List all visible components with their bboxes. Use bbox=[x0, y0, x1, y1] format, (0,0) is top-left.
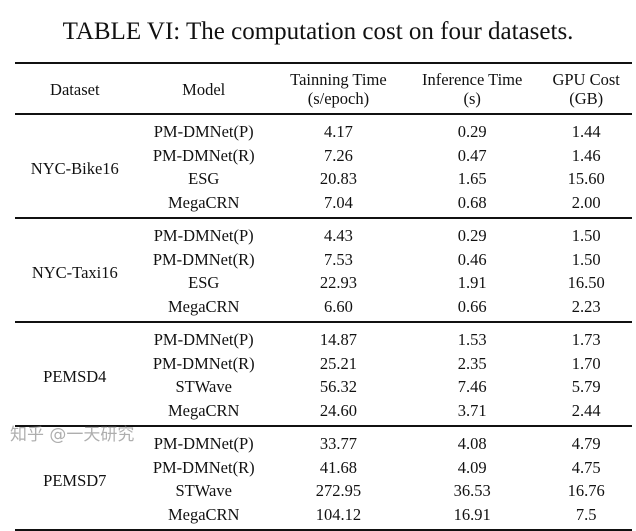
value-cell: 56.32 bbox=[319, 377, 357, 396]
model-cell: MegaCRN bbox=[167, 192, 240, 212]
value-cell: 7.5 bbox=[575, 504, 597, 524]
table-row: PM-DMNet(R) 7.53 0.46 1.50 bbox=[15, 248, 632, 272]
table-row: ESG 20.83 1.65 15.60 bbox=[15, 167, 632, 191]
dataset-group: NYC-Taxi16 PM-DMNet(P) 4.43 0.29 1.50 PM-DMNe… bbox=[15, 218, 632, 322]
value-cell: 15.60 bbox=[567, 169, 605, 188]
dataset-cell: NYC-Taxi16 bbox=[31, 262, 118, 282]
value-cell: 1.50 bbox=[571, 249, 601, 269]
header-unit: (s/epoch) bbox=[307, 89, 370, 108]
model-cell: ESG bbox=[188, 273, 220, 292]
header-line: Inference Time bbox=[421, 70, 523, 89]
value-cell: 4.75 bbox=[571, 457, 601, 477]
header-line: Tainning Time bbox=[290, 70, 387, 89]
value-cell: 4.09 bbox=[457, 457, 487, 477]
value-cell: 33.77 bbox=[319, 434, 357, 453]
table-row: NYC-Taxi16 PM-DMNet(P) 4.43 0.29 1.50 bbox=[15, 218, 632, 282]
value-cell: 41.68 bbox=[319, 457, 357, 477]
value-cell: 2.23 bbox=[571, 296, 601, 316]
dataset-cell: NYC-Bike16 bbox=[30, 158, 119, 178]
model-cell: PM-DMNet(R) bbox=[152, 353, 255, 373]
table-row: MegaCRN 6.60 0.66 2.23 bbox=[15, 295, 632, 323]
value-cell: 0.47 bbox=[457, 145, 487, 165]
value-cell: 20.83 bbox=[319, 169, 357, 188]
value-cell: 2.44 bbox=[571, 400, 601, 420]
model-cell: STWave bbox=[175, 377, 232, 396]
value-cell: 272.95 bbox=[315, 481, 362, 500]
value-cell: 16.76 bbox=[567, 481, 605, 500]
model-cell: ESG bbox=[188, 169, 220, 188]
value-cell: 1.50 bbox=[571, 226, 601, 245]
header-line: GPU Cost bbox=[552, 70, 620, 89]
value-cell: 4.43 bbox=[323, 226, 353, 245]
value-cell: 5.79 bbox=[571, 377, 601, 396]
value-cell: 14.87 bbox=[319, 330, 357, 349]
model-cell: PM-DMNet(P) bbox=[153, 226, 254, 245]
column-header: GPU Cost (GB) bbox=[540, 63, 632, 114]
value-cell: 4.79 bbox=[571, 434, 601, 453]
model-cell: MegaCRN bbox=[167, 504, 240, 524]
value-cell: 1.73 bbox=[571, 330, 601, 349]
table-row: MegaCRN 7.04 0.68 2.00 bbox=[15, 191, 632, 219]
value-cell: 0.29 bbox=[457, 226, 487, 245]
value-cell: 0.66 bbox=[457, 296, 487, 316]
header-row: Dataset Model Tainning Time (s/epoch) Infere… bbox=[15, 63, 632, 114]
model-cell: PM-DMNet(P) bbox=[153, 330, 254, 349]
value-cell: 7.04 bbox=[323, 192, 353, 212]
watermark: 知乎 @一天研究 bbox=[10, 425, 135, 445]
value-cell: 0.68 bbox=[457, 192, 487, 212]
value-cell: 6.60 bbox=[323, 296, 353, 316]
column-header: Inference Time (s) bbox=[404, 63, 540, 114]
value-cell: 36.53 bbox=[453, 481, 491, 500]
model-cell: PM-DMNet(P) bbox=[153, 122, 254, 141]
value-cell: 0.46 bbox=[457, 249, 487, 269]
value-cell: 4.17 bbox=[323, 122, 353, 141]
table-row: ESG 22.93 1.91 16.50 bbox=[15, 271, 632, 295]
model-cell: PM-DMNet(R) bbox=[152, 145, 255, 165]
table-caption: TABLE VI: The computation cost on four d… bbox=[62, 18, 574, 45]
value-cell: 1.53 bbox=[457, 330, 487, 349]
dataset-group: PEMSD4 PM-DMNet(P) 14.87 1.53 1.73 PM-DMNet(R… bbox=[15, 322, 632, 426]
column-header: Model bbox=[182, 79, 226, 99]
table-row: STWave 56.32 7.46 5.79 bbox=[15, 375, 632, 399]
value-cell: 0.29 bbox=[457, 122, 487, 141]
value-cell: 7.26 bbox=[323, 145, 353, 165]
value-cell: 3.71 bbox=[457, 400, 487, 420]
header-unit: (GB) bbox=[569, 89, 604, 108]
computation-cost-table: Dataset Model Tainning Time (s/epoch) Infere… bbox=[15, 62, 632, 531]
header-unit: (s) bbox=[463, 89, 481, 108]
value-cell: 7.53 bbox=[323, 249, 353, 269]
table-row: MegaCRN 24.60 3.71 2.44 bbox=[15, 399, 632, 427]
dataset-cell: PEMSD4 bbox=[43, 366, 107, 386]
column-header: Dataset bbox=[50, 79, 100, 99]
table-row: PM-DMNet(R) 7.26 0.47 1.46 bbox=[15, 144, 632, 168]
value-cell: 104.12 bbox=[315, 504, 362, 524]
value-cell: 16.91 bbox=[453, 504, 491, 524]
table-row: PM-DMNet(R) 25.21 2.35 1.70 bbox=[15, 352, 632, 376]
value-cell: 1.91 bbox=[457, 273, 487, 292]
value-cell: 4.08 bbox=[457, 434, 487, 453]
model-cell: MegaCRN bbox=[167, 296, 240, 316]
table-row: PEMSD4 PM-DMNet(P) 14.87 1.53 1.73 bbox=[15, 322, 632, 386]
value-cell: 2.35 bbox=[457, 353, 487, 373]
value-cell: 24.60 bbox=[319, 400, 357, 420]
value-cell: 25.21 bbox=[319, 353, 357, 373]
model-cell: PM-DMNet(R) bbox=[152, 457, 255, 477]
value-cell: 1.65 bbox=[457, 169, 487, 188]
model-cell: PM-DMNet(P) bbox=[153, 434, 254, 453]
value-cell: 1.46 bbox=[571, 145, 601, 165]
dataset-group: NYC-Bike16 PM-DMNet(P) 4.17 0.29 1.44 PM-DMNe… bbox=[15, 114, 632, 218]
value-cell: 16.50 bbox=[567, 273, 605, 292]
model-cell: STWave bbox=[175, 481, 232, 500]
value-cell: 2.00 bbox=[571, 192, 601, 212]
model-cell: MegaCRN bbox=[167, 400, 240, 420]
value-cell: 7.46 bbox=[457, 377, 487, 396]
table-row: NYC-Bike16 PM-DMNet(P) 4.17 0.29 1.44 bbox=[15, 114, 632, 178]
column-header: Tainning Time (s/epoch) bbox=[273, 63, 404, 114]
model-cell: PM-DMNet(R) bbox=[152, 249, 255, 269]
value-cell: 1.44 bbox=[571, 122, 601, 141]
value-cell: 1.70 bbox=[571, 353, 601, 373]
value-cell: 22.93 bbox=[319, 273, 357, 292]
